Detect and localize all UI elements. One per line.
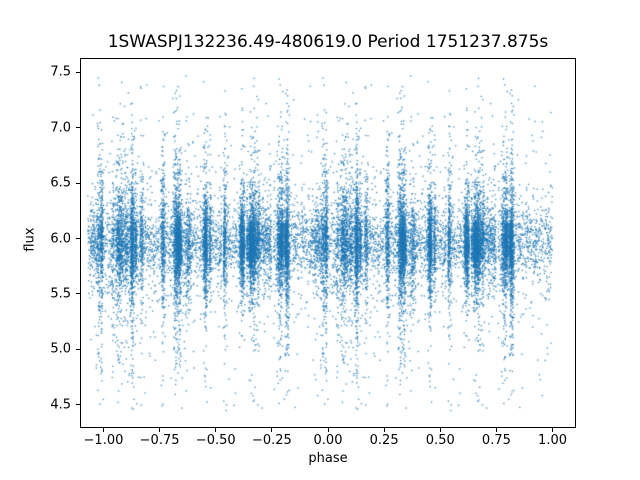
x-tick-label: −0.50 [195, 433, 236, 448]
x-tick-mark [327, 428, 329, 432]
scatter-points-canvas [81, 59, 575, 427]
y-tick-label: 5.5 [50, 286, 71, 302]
chart-title: 1SWASPJ132236.49-480619.0 Period 1751237… [107, 32, 549, 52]
x-tick-label: 0.75 [481, 433, 511, 448]
x-axis-label: phase [308, 451, 348, 466]
x-tick-label: −0.75 [139, 433, 180, 448]
x-tick-label: 1.00 [538, 433, 568, 448]
y-tick-mark [76, 71, 80, 73]
y-tick-mark [76, 293, 80, 295]
x-tick-mark [552, 428, 554, 432]
x-tick-mark [495, 428, 497, 432]
y-tick-label: 6.0 [50, 231, 71, 247]
y-tick-label: 6.5 [50, 175, 71, 191]
y-tick-mark [76, 404, 80, 406]
y-tick-mark [76, 238, 80, 240]
x-tick-mark [271, 428, 273, 432]
x-tick-label: 0.50 [425, 433, 455, 448]
x-tick-label: 0.25 [369, 433, 399, 448]
y-tick-label: 5.0 [50, 341, 71, 357]
y-tick-mark [76, 182, 80, 184]
x-tick-label: −0.25 [251, 433, 292, 448]
y-tick-mark [76, 348, 80, 350]
x-tick-mark [383, 428, 385, 432]
x-tick-mark [159, 428, 161, 432]
y-tick-mark [76, 127, 80, 129]
x-tick-label: −1.00 [83, 433, 124, 448]
x-tick-mark [215, 428, 217, 432]
y-tick-label: 4.5 [50, 397, 71, 413]
y-tick-label: 7.0 [50, 120, 71, 136]
y-tick-label: 7.5 [50, 64, 71, 80]
x-tick-mark [102, 428, 104, 432]
x-tick-mark [439, 428, 441, 432]
x-tick-label: 0.00 [313, 433, 343, 448]
plot-area [80, 58, 576, 428]
